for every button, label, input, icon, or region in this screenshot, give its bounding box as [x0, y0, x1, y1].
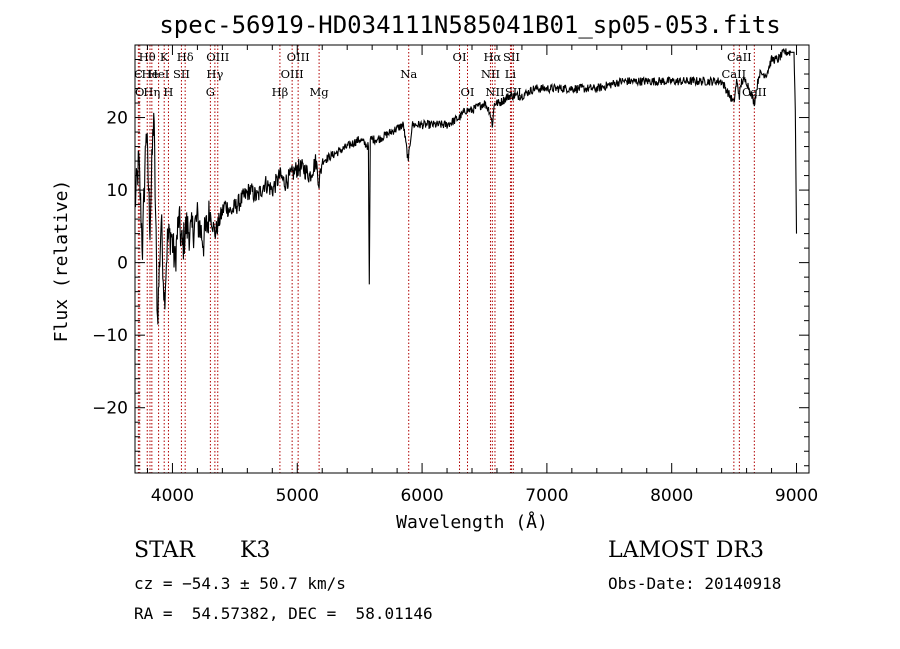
line-label: Na [400, 67, 417, 81]
line-label: H [163, 85, 173, 99]
spectral-subclass: K3 [240, 538, 271, 563]
line-label: OIII [287, 50, 310, 64]
line-label: He [142, 67, 159, 81]
survey-name: LAMOST DR3 [608, 538, 764, 563]
coordinates: RA = 54.57382, DEC = 58.01146 [134, 604, 433, 623]
line-label: CaII [721, 67, 746, 81]
line-label: Hη [143, 85, 160, 99]
line-label: CaII [727, 50, 752, 64]
line-label: Hβ [272, 85, 289, 99]
y-axis-label: Flux (relative) [51, 180, 72, 343]
object-class: STAR [134, 538, 195, 563]
line-label: SII [503, 50, 520, 64]
y-tick-label: 20 [106, 109, 128, 129]
x-tick-label: 4000 [151, 486, 194, 506]
line-label: NII [481, 67, 500, 81]
line-label: OIII [206, 50, 229, 64]
y-tick-label: 0 [117, 254, 128, 274]
line-label: OI [461, 85, 475, 99]
axes: 4000 5000 6000 7000 8000 9000 20 10 0 −10 −20 [92, 44, 818, 506]
spectrum-line [134, 48, 798, 325]
line-label: K [160, 50, 169, 64]
x-axis-label: Wavelength (Å) [396, 511, 548, 533]
line-label: OIII [281, 67, 304, 81]
line-label: Hθ [139, 50, 156, 64]
line-label: Hγ [206, 67, 223, 81]
line-label: SII [505, 85, 522, 99]
line-label: CaII [742, 85, 767, 99]
x-tick-label: 5000 [276, 486, 319, 506]
line-label: Hα [483, 50, 501, 64]
line-label: Li [505, 67, 517, 81]
y-tick-label: −10 [92, 326, 128, 346]
line-label: Hδ [177, 50, 194, 64]
line-markers [137, 45, 755, 473]
observation-date: Obs-Date: 20140918 [608, 574, 782, 593]
y-tick-label: 10 [106, 181, 128, 201]
line-label: HeI [148, 67, 169, 81]
x-tick-label: 7000 [525, 486, 568, 506]
x-tick-label: 9000 [775, 486, 818, 506]
line-label: SII [173, 67, 190, 81]
redshift-value: cz = −54.3 ± 50.7 km/s [134, 574, 346, 593]
x-tick-label: 6000 [400, 486, 443, 506]
line-label: G [206, 85, 215, 99]
line-label: OI [453, 50, 467, 64]
line-label: NII [485, 85, 504, 99]
line-label: O [135, 85, 144, 99]
y-tick-label: −20 [92, 399, 128, 419]
chart-title: spec-56919-HD034111N585041B01_sp05-053.f… [159, 11, 780, 39]
x-tick-label: 8000 [650, 486, 693, 506]
line-label: Mg [310, 85, 330, 99]
series-layer [134, 48, 798, 325]
line-label: C [134, 67, 143, 81]
